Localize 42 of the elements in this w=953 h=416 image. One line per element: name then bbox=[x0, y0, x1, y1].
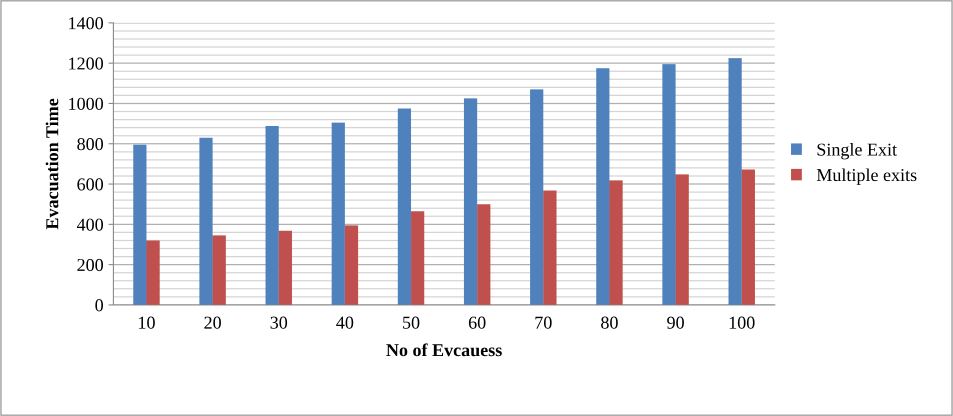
y-tick-label: 800 bbox=[77, 138, 103, 150]
bar bbox=[728, 58, 742, 305]
bar bbox=[596, 68, 610, 305]
bar bbox=[146, 240, 160, 305]
bar bbox=[332, 122, 345, 305]
bar bbox=[543, 190, 557, 305]
x-tick-label: 80 bbox=[601, 316, 618, 329]
x-tick-label: 50 bbox=[403, 316, 420, 329]
x-tick-label: 20 bbox=[204, 316, 221, 329]
y-tick-label: 1000 bbox=[69, 98, 103, 110]
bar bbox=[676, 174, 689, 305]
bar bbox=[133, 144, 146, 305]
y-tick-label: 0 bbox=[95, 299, 103, 312]
x-tick-label: 70 bbox=[535, 316, 552, 329]
y-tick-label: 1200 bbox=[69, 57, 103, 70]
bar bbox=[742, 170, 755, 305]
y-tick-label: 200 bbox=[77, 258, 103, 272]
x-tick-label: 90 bbox=[667, 316, 684, 329]
bar bbox=[530, 89, 544, 305]
bar bbox=[398, 108, 412, 305]
bar bbox=[464, 98, 478, 305]
bar bbox=[266, 126, 279, 305]
y-axis-title: Evacuation Time bbox=[46, 98, 58, 230]
bar bbox=[344, 225, 358, 305]
y-tick-label: 600 bbox=[77, 178, 103, 190]
y-tick-label: 400 bbox=[76, 218, 103, 231]
x-tick-label: 60 bbox=[468, 316, 486, 329]
bar bbox=[477, 204, 490, 305]
bar bbox=[212, 235, 226, 305]
bar bbox=[199, 138, 213, 305]
bar bbox=[278, 230, 292, 305]
y-tick-label: 1400 bbox=[69, 17, 103, 30]
x-tick-label: 100 bbox=[730, 316, 755, 329]
x-tick-label: 40 bbox=[336, 316, 354, 329]
x-tick-label: 10 bbox=[139, 316, 155, 329]
x-tick-label: 30 bbox=[270, 316, 288, 329]
bar bbox=[411, 211, 424, 305]
x-axis-title: No of Evcauess bbox=[386, 343, 502, 356]
legend-label: Multiple exits bbox=[816, 168, 916, 185]
legend-label: Single Exit bbox=[818, 142, 897, 160]
bar bbox=[662, 64, 676, 305]
bar bbox=[609, 180, 623, 305]
